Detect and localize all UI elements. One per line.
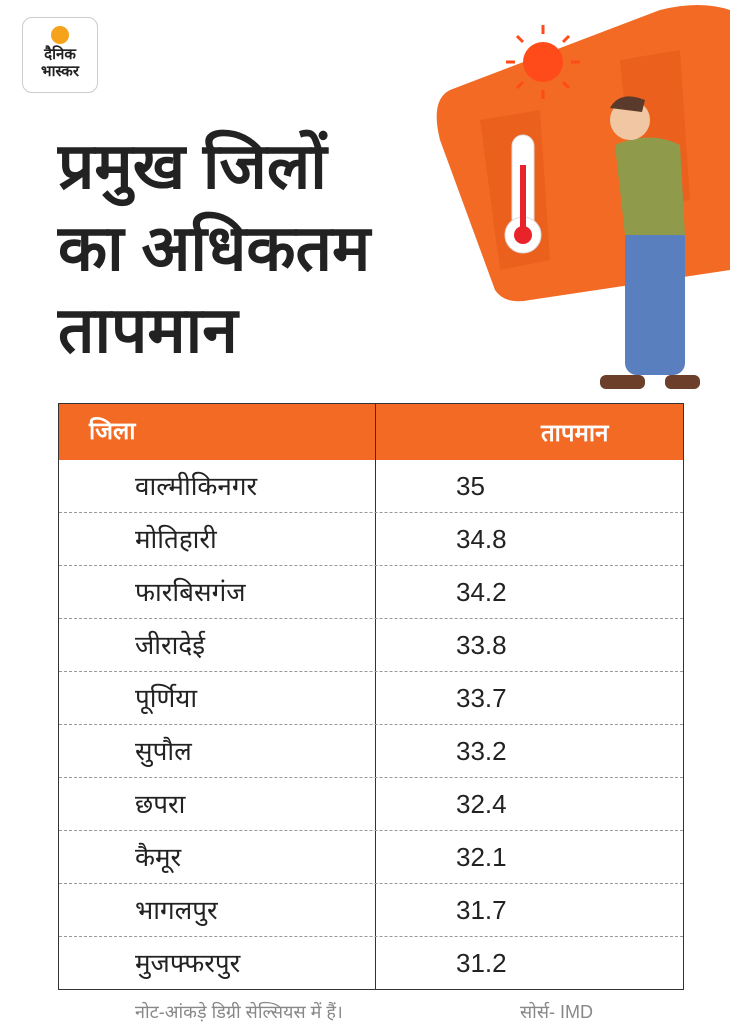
district-cell: पूर्णिया [59,672,376,724]
temperature-cell: 33.2 [456,735,507,766]
header-cell: तापमान [541,419,609,447]
district-cell: छपरा [59,778,376,830]
table: जिला तापमान वाल्मीकिनगर 35 मोतिहारी 34.8 फार… [58,403,684,990]
temperature-cell: 35 [456,470,485,501]
person-hair [610,96,645,112]
district-cell: सुपौल [59,725,376,777]
table-row: छपरा 32.4 [59,777,683,830]
thermometer-mercury [520,165,526,235]
temperature-cell: 32.4 [456,788,507,819]
table-row: सुपौल 33.2 [59,724,683,777]
person-legs [625,225,685,375]
logo-text: दैनिक [44,46,76,63]
district-cell: फारबिसगंज [59,566,376,618]
district-cell: मोतिहारी [59,513,376,565]
table-row: वाल्मीकिनगर 35 [59,460,683,512]
table-row: जीरादेई 33.8 [59,618,683,671]
temperature-cell: 34.8 [456,523,507,554]
table-row: मुजफ्फरपुर 31.2 [59,936,683,989]
district-cell: जीरादेई [59,619,376,671]
temperature-cell: 31.2 [456,947,507,978]
footer-source: सोर्स- IMD [520,1002,593,1022]
temperature-cell: 33.7 [456,682,507,713]
district-cell: भागलपुर [59,884,376,936]
district-cell: कैमूर [59,831,376,883]
temperature-cell: 33.8 [456,629,507,660]
logo-sun [51,26,69,44]
person-shirt [615,137,685,235]
person-shoe [600,375,645,389]
logo: दैनिक भास्कर [22,17,98,93]
table-row: फारबिसगंज 34.2 [59,565,683,618]
sun-rays [506,25,580,99]
temperature-cell: 34.2 [456,576,507,607]
logo-text: भास्कर [41,63,79,80]
district-cell: वाल्मीकिनगर [59,460,376,512]
temperature-cell: 32.1 [456,841,507,872]
illustration [436,5,730,389]
title-line: तापमान [58,294,238,366]
sun [523,42,563,82]
temperature-cell: 31.7 [456,894,507,925]
header-cell: जिला [59,404,376,460]
table-row: कैमूर 32.1 [59,830,683,883]
person-shoe [665,375,700,389]
table-header: जिला तापमान [59,404,683,460]
title: प्रमुख जिलों का अधिकतम तापमान [58,125,370,371]
table-row: मोतिहारी 34.8 [59,512,683,565]
title-line: प्रमुख जिलों [58,130,327,202]
title-line: का अधिकतम [58,212,371,284]
footer-note: नोट-आंकड़े डिग्री सेल्सियस में हैं। [135,1002,343,1022]
table-row: भागलपुर 31.7 [59,883,683,936]
district-cell: मुजफ्फरपुर [59,937,376,989]
table-row: पूर्णिया 33.7 [59,671,683,724]
